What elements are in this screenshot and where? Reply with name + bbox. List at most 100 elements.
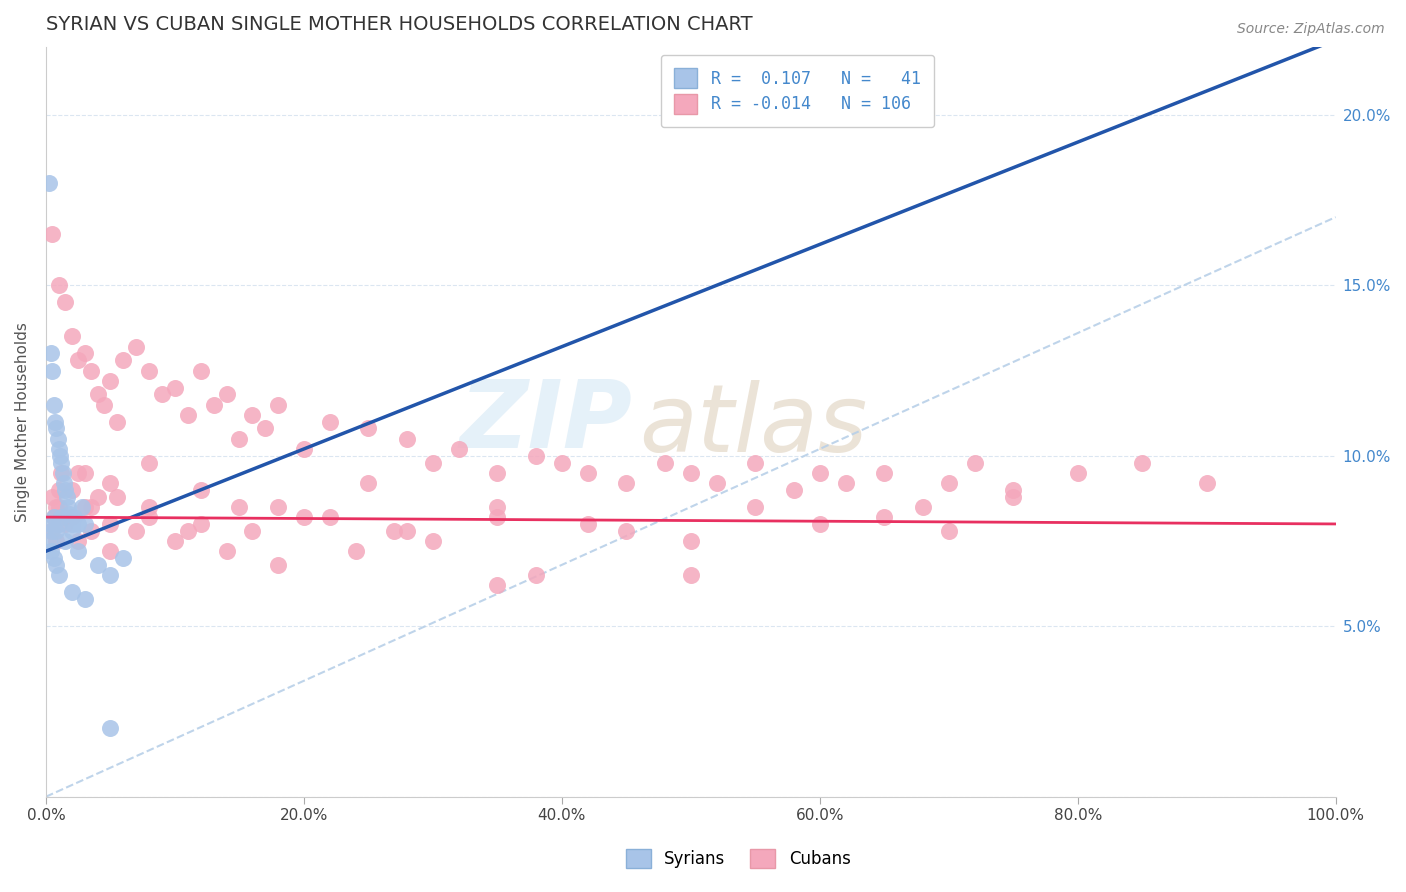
Point bbox=[100, 544, 122, 558]
Point bbox=[202, 398, 225, 412]
Point bbox=[80, 500, 103, 514]
Point bbox=[45, 558, 67, 572]
Point bbox=[357, 476, 380, 491]
Point bbox=[808, 466, 831, 480]
Point bbox=[382, 524, 405, 538]
Point bbox=[41, 490, 63, 504]
Point bbox=[73, 591, 96, 606]
Point bbox=[125, 340, 148, 354]
Point bbox=[48, 568, 70, 582]
Point bbox=[1130, 456, 1153, 470]
Point bbox=[45, 533, 67, 548]
Text: SYRIAN VS CUBAN SINGLE MOTHER HOUSEHOLDS CORRELATION CHART: SYRIAN VS CUBAN SINGLE MOTHER HOUSEHOLDS… bbox=[46, 15, 752, 34]
Point bbox=[39, 346, 62, 360]
Point bbox=[240, 524, 263, 538]
Point bbox=[138, 510, 160, 524]
Point bbox=[524, 449, 547, 463]
Text: ZIP: ZIP bbox=[460, 376, 633, 467]
Point bbox=[100, 568, 122, 582]
Point bbox=[105, 490, 128, 504]
Point bbox=[228, 432, 250, 446]
Point bbox=[67, 466, 90, 480]
Point bbox=[60, 516, 83, 531]
Point bbox=[58, 507, 80, 521]
Point bbox=[679, 466, 702, 480]
Point bbox=[55, 490, 77, 504]
Point bbox=[215, 544, 238, 558]
Point bbox=[38, 516, 60, 531]
Point bbox=[614, 476, 637, 491]
Point bbox=[138, 456, 160, 470]
Point bbox=[422, 456, 444, 470]
Point bbox=[938, 524, 960, 538]
Point bbox=[396, 524, 419, 538]
Point bbox=[486, 466, 509, 480]
Point bbox=[344, 544, 367, 558]
Point bbox=[53, 516, 76, 531]
Point bbox=[357, 421, 380, 435]
Point bbox=[41, 524, 63, 538]
Point bbox=[80, 524, 103, 538]
Point bbox=[254, 421, 277, 435]
Point bbox=[614, 524, 637, 538]
Point bbox=[45, 421, 67, 435]
Point bbox=[63, 510, 86, 524]
Point bbox=[319, 510, 342, 524]
Point bbox=[73, 516, 96, 531]
Point bbox=[125, 524, 148, 538]
Point bbox=[51, 510, 73, 524]
Point bbox=[292, 510, 315, 524]
Point bbox=[53, 295, 76, 310]
Point bbox=[292, 442, 315, 456]
Point bbox=[524, 568, 547, 582]
Point bbox=[73, 346, 96, 360]
Point bbox=[679, 568, 702, 582]
Point bbox=[42, 551, 65, 566]
Point bbox=[105, 415, 128, 429]
Point bbox=[52, 466, 75, 480]
Point bbox=[67, 353, 90, 368]
Point bbox=[319, 415, 342, 429]
Point bbox=[112, 353, 135, 368]
Point bbox=[190, 483, 212, 497]
Point bbox=[190, 516, 212, 531]
Point bbox=[44, 415, 66, 429]
Point bbox=[963, 456, 986, 470]
Point bbox=[53, 476, 76, 491]
Point bbox=[486, 510, 509, 524]
Point bbox=[576, 516, 599, 531]
Point bbox=[67, 544, 90, 558]
Point bbox=[48, 278, 70, 293]
Point bbox=[240, 408, 263, 422]
Point bbox=[86, 490, 108, 504]
Point bbox=[56, 500, 79, 514]
Point bbox=[42, 398, 65, 412]
Point bbox=[112, 551, 135, 566]
Legend: R =  0.107   N =   41, R = -0.014   N = 106: R = 0.107 N = 41, R = -0.014 N = 106 bbox=[661, 55, 934, 127]
Point bbox=[42, 510, 65, 524]
Point bbox=[38, 176, 60, 190]
Point bbox=[51, 456, 73, 470]
Point bbox=[576, 466, 599, 480]
Point bbox=[1195, 476, 1218, 491]
Point bbox=[73, 466, 96, 480]
Point bbox=[51, 466, 73, 480]
Point bbox=[100, 722, 122, 736]
Point bbox=[150, 387, 173, 401]
Point bbox=[267, 500, 290, 514]
Point bbox=[163, 381, 186, 395]
Point bbox=[744, 456, 766, 470]
Point bbox=[41, 227, 63, 242]
Text: atlas: atlas bbox=[640, 380, 868, 471]
Point bbox=[911, 500, 934, 514]
Legend: Syrians, Cubans: Syrians, Cubans bbox=[619, 842, 858, 875]
Point bbox=[46, 432, 69, 446]
Point bbox=[654, 456, 676, 470]
Point bbox=[163, 533, 186, 548]
Point bbox=[49, 449, 72, 463]
Point bbox=[486, 578, 509, 592]
Point bbox=[1002, 490, 1025, 504]
Y-axis label: Single Mother Households: Single Mother Households bbox=[15, 322, 30, 522]
Point bbox=[45, 524, 67, 538]
Point bbox=[706, 476, 728, 491]
